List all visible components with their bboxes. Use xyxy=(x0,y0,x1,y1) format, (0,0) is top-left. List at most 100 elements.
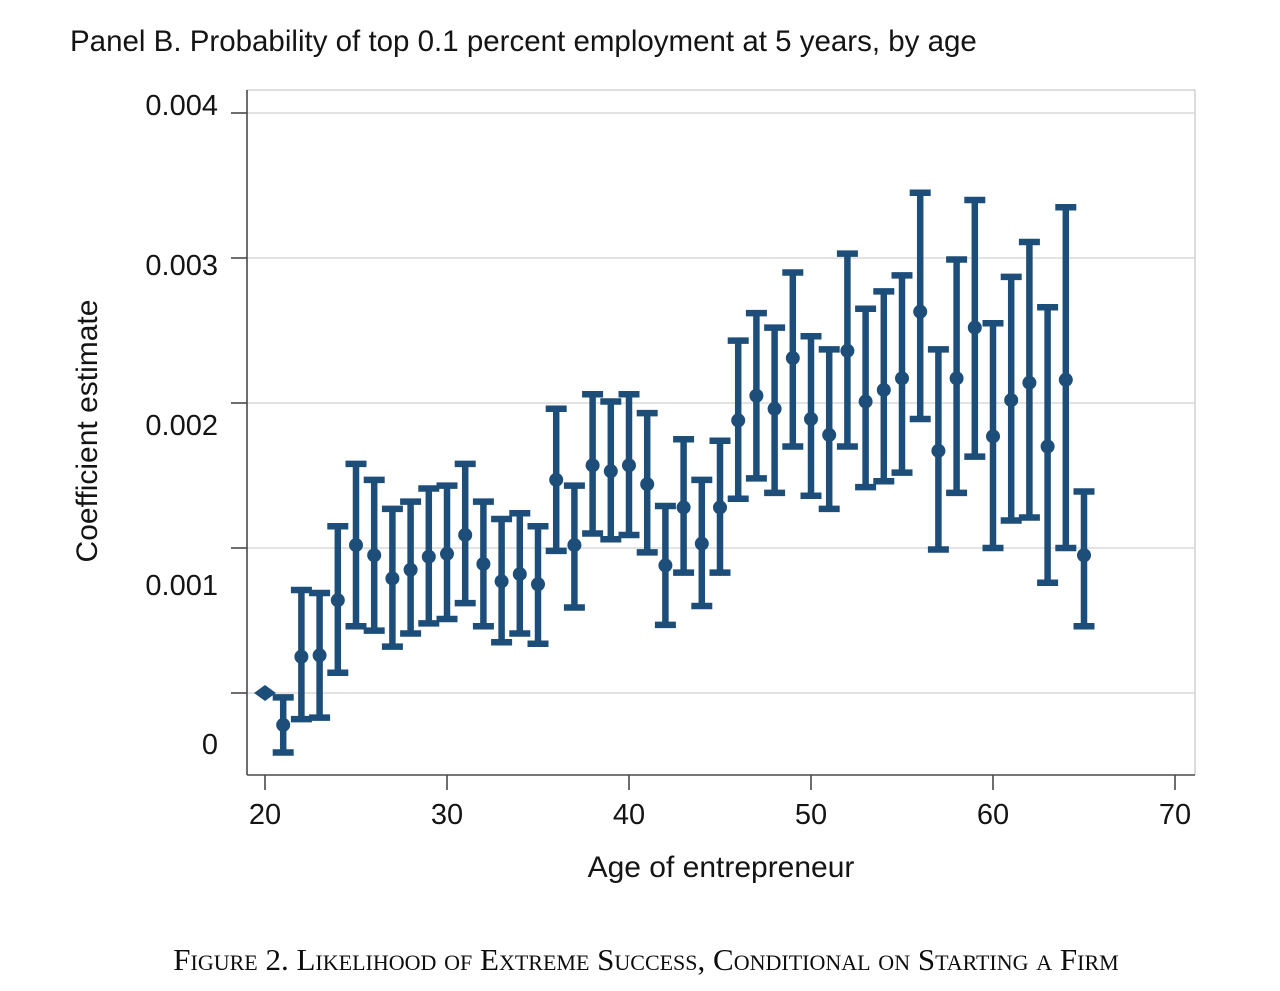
x-tick-label-20: 20 xyxy=(249,799,281,831)
point-estimate-age-56 xyxy=(913,304,928,319)
coef-age-63 xyxy=(1037,304,1059,587)
point-estimate-age-29 xyxy=(421,549,436,564)
coef-age-59 xyxy=(964,196,986,460)
point-estimate-age-45 xyxy=(713,500,727,515)
point-estimate-age-60 xyxy=(986,429,1000,444)
coef-age-21 xyxy=(272,694,294,756)
y-tick-label-0.003: 0.003 xyxy=(145,250,218,282)
coef-age-65 xyxy=(1073,488,1095,630)
plot-frame xyxy=(247,89,1196,775)
point-estimate-age-54 xyxy=(876,382,891,397)
coef-age-20 xyxy=(254,685,276,701)
coef-age-22 xyxy=(290,586,312,723)
coef-age-23 xyxy=(309,589,331,721)
x-axis-title: Age of entrepreneur xyxy=(588,851,855,884)
point-estimate-age-22 xyxy=(294,649,309,664)
x-axis-tick-labels: 20 30 40 50 60 70 xyxy=(249,799,1191,831)
coef-age-61 xyxy=(1000,273,1022,524)
point-estimate-age-49 xyxy=(785,351,800,366)
coef-age-37 xyxy=(563,482,585,611)
point-estimate-age-59 xyxy=(967,320,982,335)
x-axis-ticks xyxy=(264,775,1176,790)
coef-age-41 xyxy=(636,409,658,556)
point-estimate-age-24 xyxy=(330,593,345,608)
point-estimate-age-48 xyxy=(767,401,782,416)
coef-age-51 xyxy=(818,346,840,513)
point-estimate-age-41 xyxy=(640,477,655,492)
x-tick-label-30: 30 xyxy=(431,799,463,831)
coef-age-36 xyxy=(545,405,567,555)
gridlines xyxy=(247,112,1195,694)
point-estimate-age-57 xyxy=(931,443,946,458)
point-estimate-age-47 xyxy=(749,388,764,403)
coef-age-43 xyxy=(673,436,695,576)
point-estimate-age-58 xyxy=(949,371,964,386)
point-estimate-age-40 xyxy=(622,458,636,473)
point-estimate-age-62 xyxy=(1022,375,1037,390)
figure-caption: Figure 2. Likelihood of Extreme Success,… xyxy=(173,942,1118,977)
panel-title: Panel B. Probability of top 0.1 percent … xyxy=(70,25,977,58)
coef-age-29 xyxy=(418,485,440,627)
point-estimate-age-33 xyxy=(494,574,509,589)
point-estimate-age-43 xyxy=(676,500,691,515)
coef-age-30 xyxy=(436,482,458,623)
axes xyxy=(246,90,1195,776)
reference-diamond-age-20 xyxy=(254,685,276,701)
coef-age-40 xyxy=(618,391,640,539)
point-estimate-age-44 xyxy=(694,536,709,551)
coef-age-27 xyxy=(381,505,403,650)
point-estimate-age-64 xyxy=(1058,372,1073,387)
point-estimate-age-32 xyxy=(476,556,491,571)
coef-age-56 xyxy=(909,189,931,423)
point-estimate-age-26 xyxy=(367,548,382,563)
coef-age-60 xyxy=(982,320,1004,552)
x-tick-label-60: 60 xyxy=(977,799,1009,831)
point-estimate-age-63 xyxy=(1040,439,1055,454)
coef-age-25 xyxy=(345,460,367,630)
coef-age-57 xyxy=(927,346,949,553)
coef-age-52 xyxy=(836,250,858,450)
point-estimate-age-21 xyxy=(276,717,291,732)
y-axis-tick-labels: 0 0.001 0.002 0.003 0.004 xyxy=(145,90,218,761)
coef-age-58 xyxy=(946,256,968,497)
point-estimate-age-35 xyxy=(531,577,545,592)
error-bar-series xyxy=(254,189,1095,756)
coef-age-34 xyxy=(509,509,531,637)
coef-age-46 xyxy=(727,337,749,502)
coef-age-42 xyxy=(654,502,676,629)
point-estimate-age-30 xyxy=(440,546,454,561)
coef-age-31 xyxy=(454,460,476,607)
x-tick-label-50: 50 xyxy=(795,799,827,831)
point-estimate-age-52 xyxy=(840,343,855,358)
coef-age-33 xyxy=(491,515,513,646)
point-estimate-age-39 xyxy=(603,464,618,479)
y-tick-label-0: 0 xyxy=(202,729,218,761)
point-estimate-age-34 xyxy=(512,567,527,582)
point-estimate-age-27 xyxy=(385,571,400,586)
y-tick-label-0.004: 0.004 xyxy=(145,90,218,122)
coef-age-64 xyxy=(1055,204,1077,552)
point-estimate-age-46 xyxy=(731,413,746,428)
coef-age-45 xyxy=(709,437,731,576)
point-estimate-age-28 xyxy=(403,562,418,577)
coef-age-55 xyxy=(891,272,913,476)
point-estimate-age-53 xyxy=(858,394,873,409)
coef-age-28 xyxy=(400,498,422,637)
coef-age-50 xyxy=(800,333,822,500)
coef-age-62 xyxy=(1018,238,1040,521)
point-estimate-age-23 xyxy=(312,648,327,663)
point-estimate-age-36 xyxy=(549,472,564,487)
coef-age-47 xyxy=(745,309,767,482)
point-estimate-age-42 xyxy=(658,558,673,573)
y-axis-title: Coefficient estimate xyxy=(71,300,104,563)
coef-age-38 xyxy=(582,391,604,537)
coef-age-48 xyxy=(764,324,786,497)
point-estimate-age-31 xyxy=(458,527,473,542)
coef-age-53 xyxy=(855,305,877,491)
point-estimate-age-50 xyxy=(804,411,818,426)
point-estimate-age-61 xyxy=(1004,393,1019,408)
coef-age-39 xyxy=(600,398,622,543)
point-estimate-age-38 xyxy=(585,458,600,473)
coef-age-35 xyxy=(527,523,549,647)
